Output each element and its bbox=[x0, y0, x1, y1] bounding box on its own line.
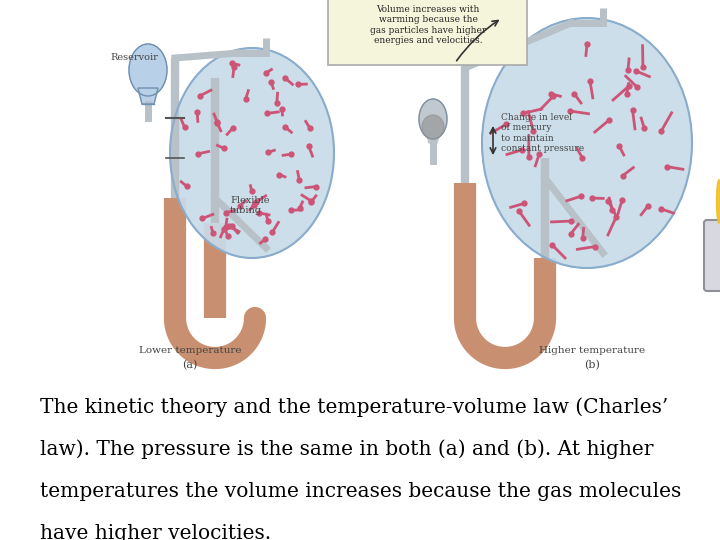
Text: Volume increases with
warming because the
gas particles have higher
energies and: Volume increases with warming because th… bbox=[370, 5, 486, 45]
Text: Lower temperature: Lower temperature bbox=[139, 346, 241, 355]
Text: Higher temperature: Higher temperature bbox=[539, 346, 645, 355]
Ellipse shape bbox=[422, 115, 444, 139]
Text: (b): (b) bbox=[584, 360, 600, 370]
Text: Flexible
tubing: Flexible tubing bbox=[230, 195, 269, 215]
FancyBboxPatch shape bbox=[328, 0, 527, 65]
Text: law). The pressure is the same in both (a) and (b). At higher: law). The pressure is the same in both (… bbox=[40, 440, 653, 459]
Ellipse shape bbox=[170, 48, 334, 258]
Text: Change in level
of mercury
to maintain
constant pressure: Change in level of mercury to maintain c… bbox=[501, 113, 584, 153]
Ellipse shape bbox=[482, 18, 692, 268]
Ellipse shape bbox=[716, 180, 720, 223]
Text: temperatures the volume increases because the gas molecules: temperatures the volume increases becaus… bbox=[40, 482, 681, 501]
Polygon shape bbox=[426, 133, 440, 143]
Text: (a): (a) bbox=[182, 360, 198, 370]
Text: The kinetic theory and the temperature-volume law (Charles’: The kinetic theory and the temperature-v… bbox=[40, 397, 668, 417]
Text: Reservoir: Reservoir bbox=[110, 53, 158, 62]
FancyBboxPatch shape bbox=[704, 220, 720, 291]
Text: have higher velocities.: have higher velocities. bbox=[40, 524, 271, 540]
Ellipse shape bbox=[129, 44, 167, 96]
Polygon shape bbox=[138, 88, 158, 104]
Ellipse shape bbox=[419, 99, 447, 139]
